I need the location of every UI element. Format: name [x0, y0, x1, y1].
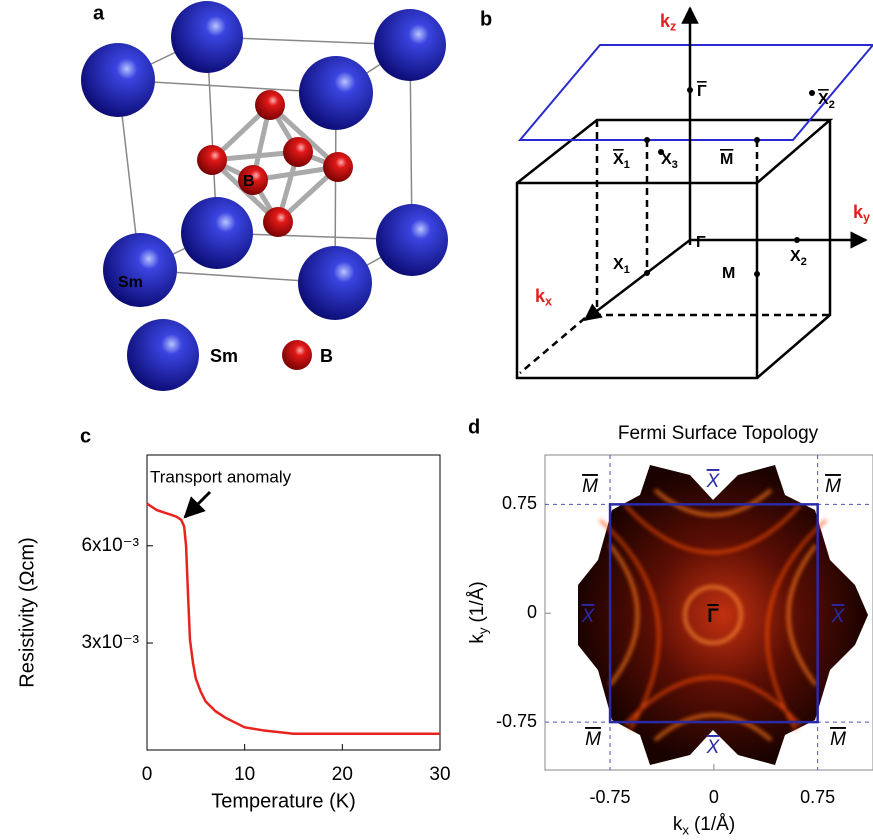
point-label: M — [585, 729, 601, 750]
label-main: M — [722, 265, 735, 282]
annotation-arrow — [185, 492, 210, 517]
label-main: X — [613, 151, 624, 168]
point-label: Γ — [707, 606, 719, 627]
page: a B Sm Sm B b kzkykxΓX2X1X3MX1ΓX2M c0102… — [0, 0, 873, 835]
label-main: X — [790, 248, 801, 265]
label-main: k — [673, 814, 683, 835]
label-main: X — [661, 151, 672, 168]
label-sub: 3 — [672, 159, 678, 171]
x-tick-label: 0.75 — [800, 787, 835, 807]
label-main: X — [613, 256, 624, 273]
label-unit: (1/Å) — [467, 581, 488, 622]
point-label: X — [706, 737, 721, 758]
label-unit: (1/Å) — [694, 814, 735, 835]
label-sub: x — [545, 295, 552, 309]
x-tick-label: 10 — [234, 764, 255, 785]
point-label: M — [830, 729, 846, 750]
plot-frame — [147, 455, 440, 750]
label-sub: y — [863, 211, 870, 225]
point-label: M — [582, 476, 598, 497]
y-tick-label: 0.75 — [502, 493, 537, 513]
point-label: X — [581, 606, 596, 627]
point-label: X3 — [661, 151, 678, 171]
point-label: M — [722, 265, 735, 282]
y-axis-label: Resistivity (Ωcm) — [16, 537, 38, 688]
x-axis-label: Temperature (K) — [211, 790, 356, 812]
annotation: Transport anomaly — [150, 467, 292, 486]
label-sub: 2 — [801, 256, 807, 268]
point-label: X — [706, 471, 721, 492]
atom-label: Sm — [118, 274, 143, 291]
point-label: M — [825, 476, 841, 497]
label-main: k — [467, 634, 488, 644]
label-sub: 2 — [829, 99, 835, 111]
point-label: X1 — [613, 151, 630, 171]
figure: a B Sm Sm B b kzkykxΓX2X1X3MX1ΓX2M c0102… — [0, 0, 873, 835]
label-sub: y — [475, 627, 490, 634]
panel-label: d — [468, 416, 480, 438]
axis-label: kz — [660, 11, 676, 34]
x-axis-label: kx (1/Å) — [673, 814, 735, 835]
label-main: M — [720, 151, 733, 168]
label-main: X — [818, 91, 829, 108]
y-tick-label: 6x10⁻³ — [81, 535, 139, 556]
label-sub: 1 — [624, 159, 630, 171]
axis-label: kx — [535, 286, 552, 309]
chart-title: Fermi Surface Topology — [618, 423, 819, 444]
label-main: Γ — [697, 83, 707, 100]
fermi-surface-image — [578, 465, 868, 765]
point-label: Γ — [697, 83, 707, 100]
label-sub: x — [682, 822, 689, 835]
legend-label: B — [320, 346, 333, 366]
point-label: M — [720, 151, 733, 168]
point-label: Γ — [696, 234, 706, 251]
y-tick-label: -0.75 — [496, 711, 537, 731]
label-sub: z — [670, 20, 676, 34]
panel-label: a — [93, 2, 105, 24]
resistivity-line — [147, 504, 440, 734]
x-tick-label: 20 — [332, 764, 353, 785]
x-tick-label: 0 — [142, 764, 153, 785]
atom-label: B — [243, 173, 255, 190]
point-label: X — [831, 606, 846, 627]
legend-label: Sm — [210, 346, 238, 366]
brillouin-zone — [517, 8, 873, 378]
x-tick-label: 0 — [709, 787, 719, 807]
x-tick-label: 30 — [429, 764, 450, 785]
point-label: X1 — [613, 256, 630, 276]
label-main: Γ — [696, 234, 706, 251]
axis-label: ky — [853, 202, 870, 225]
panel-label: c — [80, 425, 91, 447]
x-tick-label: -0.75 — [590, 787, 631, 807]
y-tick-label: 0 — [527, 602, 537, 622]
y-tick-label: 3x10⁻³ — [81, 632, 139, 653]
panel-label: b — [480, 8, 492, 30]
label-sub: 1 — [624, 264, 630, 276]
point-label: X2 — [790, 248, 807, 268]
y-axis-label: ky (1/Å) — [467, 581, 490, 643]
